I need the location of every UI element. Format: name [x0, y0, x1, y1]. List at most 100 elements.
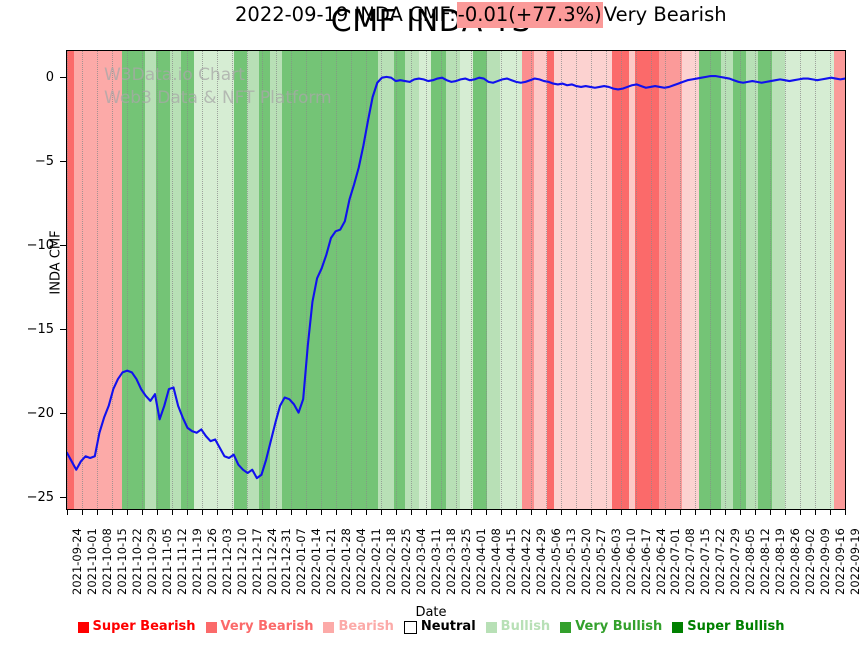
x-axis-tick [396, 510, 398, 515]
regime-band [757, 50, 773, 510]
x-axis-tick-label: 2022-09-02 [803, 528, 818, 595]
legend-swatch-icon [403, 620, 417, 634]
legend-label: Super Bullish [687, 619, 785, 634]
x-axis-tick [635, 510, 637, 515]
gridline [530, 50, 532, 510]
gridline [291, 50, 293, 510]
x-axis-tick [291, 510, 293, 515]
gridline [381, 50, 383, 510]
regime-band [553, 50, 613, 510]
gridline [650, 50, 652, 510]
x-axis-tick [381, 510, 383, 515]
x-axis-tick-label: 2021-12-17 [249, 528, 264, 595]
x-axis-tick [515, 510, 517, 515]
regime-band [547, 50, 555, 510]
gridline [81, 50, 83, 510]
series-line-inda-cmf [66, 74, 846, 480]
gridline [411, 50, 413, 510]
y-axis-tick [60, 328, 66, 330]
y-axis-label: INDA CMF [48, 230, 64, 295]
x-axis-tick-label: 2022-07-22 [713, 528, 728, 595]
x-axis-label: Date [415, 605, 447, 620]
x-axis-tick [710, 510, 712, 515]
gridline [590, 50, 592, 510]
y-axis-tick-label: 0 [45, 69, 54, 85]
gridline [201, 50, 203, 510]
x-axis-tick-label: 2021-09-24 [70, 528, 84, 595]
gridline [785, 50, 787, 510]
gridline [261, 50, 263, 510]
regime-band [431, 50, 447, 510]
x-axis-tick [351, 510, 353, 515]
x-axis-tick-label: 2022-03-18 [444, 528, 459, 595]
legend-item[interactable]: Very Bearish [205, 619, 314, 634]
regime-band [282, 50, 379, 510]
regime-band [721, 50, 734, 510]
gridline [710, 50, 712, 510]
gridline [67, 50, 68, 510]
x-axis-tick-label: 2022-04-29 [533, 528, 548, 595]
x-axis-tick-label: 2021-10-22 [129, 528, 144, 595]
x-axis-tick-label: 2022-07-08 [683, 528, 698, 595]
x-axis-tick [231, 510, 233, 515]
gridline [276, 50, 278, 510]
regime-band [487, 50, 501, 510]
x-axis-tick-label: 2022-03-25 [459, 528, 473, 595]
x-axis-tick [680, 510, 682, 515]
gridline [216, 50, 218, 510]
gridline [396, 50, 398, 510]
legend-label: Very Bullish [575, 619, 663, 634]
gridline [800, 50, 802, 510]
regime-band [534, 50, 548, 510]
regime-band [635, 50, 660, 510]
x-axis-tick-label: 2021-11-19 [189, 528, 204, 595]
x-axis-tick-label: 2022-09-09 [818, 528, 833, 595]
x-axis-tick-label: 2022-01-28 [339, 528, 354, 595]
legend-label: Super Bearish [92, 619, 196, 634]
gridline [545, 50, 547, 510]
regime-band [193, 50, 235, 510]
legend-item[interactable]: Bullish [485, 620, 550, 634]
x-axis-tick-label: 2022-04-08 [488, 528, 503, 595]
regime-band [658, 50, 683, 510]
regime-band [418, 50, 432, 510]
x-axis-tick [545, 510, 547, 515]
x-axis-tick [171, 510, 173, 515]
x-axis-tick-label: 2021-12-10 [234, 528, 249, 595]
gridline [156, 50, 158, 510]
gridline [231, 50, 233, 510]
x-axis-tick [306, 510, 308, 515]
regime-band [732, 50, 747, 510]
x-axis-tick [366, 510, 368, 515]
gridline [126, 50, 128, 510]
x-axis-tick-label: 2021-12-03 [219, 528, 234, 595]
gridline [321, 50, 323, 510]
regime-band [785, 50, 835, 510]
x-axis-tick [620, 510, 622, 515]
gridline [635, 50, 637, 510]
gridline [740, 50, 742, 510]
legend-item[interactable]: Neutral [403, 620, 476, 634]
x-axis-tick-label: 2021-11-05 [159, 528, 174, 595]
gridline [515, 50, 517, 510]
legend-item[interactable]: Super Bearish [77, 619, 196, 634]
gridline [575, 50, 577, 510]
x-axis-tick-label: 2022-05-06 [548, 528, 563, 595]
regime-band [122, 50, 146, 510]
legend-item[interactable]: Bearish [323, 620, 394, 634]
y-axis-tick-label: −15 [26, 321, 54, 337]
y-axis-tick-label: −25 [26, 489, 54, 505]
regime-band [473, 50, 488, 510]
x-axis-tick-label: 2022-05-20 [578, 528, 593, 595]
x-axis-tick-label: 2022-06-10 [623, 528, 638, 595]
legend-item[interactable]: Super Bullish [672, 619, 785, 634]
legend-label: Very Bearish [220, 619, 314, 634]
legend-item[interactable]: Very Bullish [560, 620, 662, 634]
regime-band [405, 50, 420, 510]
x-axis-tick [186, 510, 188, 515]
x-axis-tick-label: 2022-04-01 [473, 528, 488, 595]
legend-swatch-icon [323, 621, 335, 633]
regime-band [169, 50, 183, 510]
x-axis-tick [575, 510, 577, 515]
